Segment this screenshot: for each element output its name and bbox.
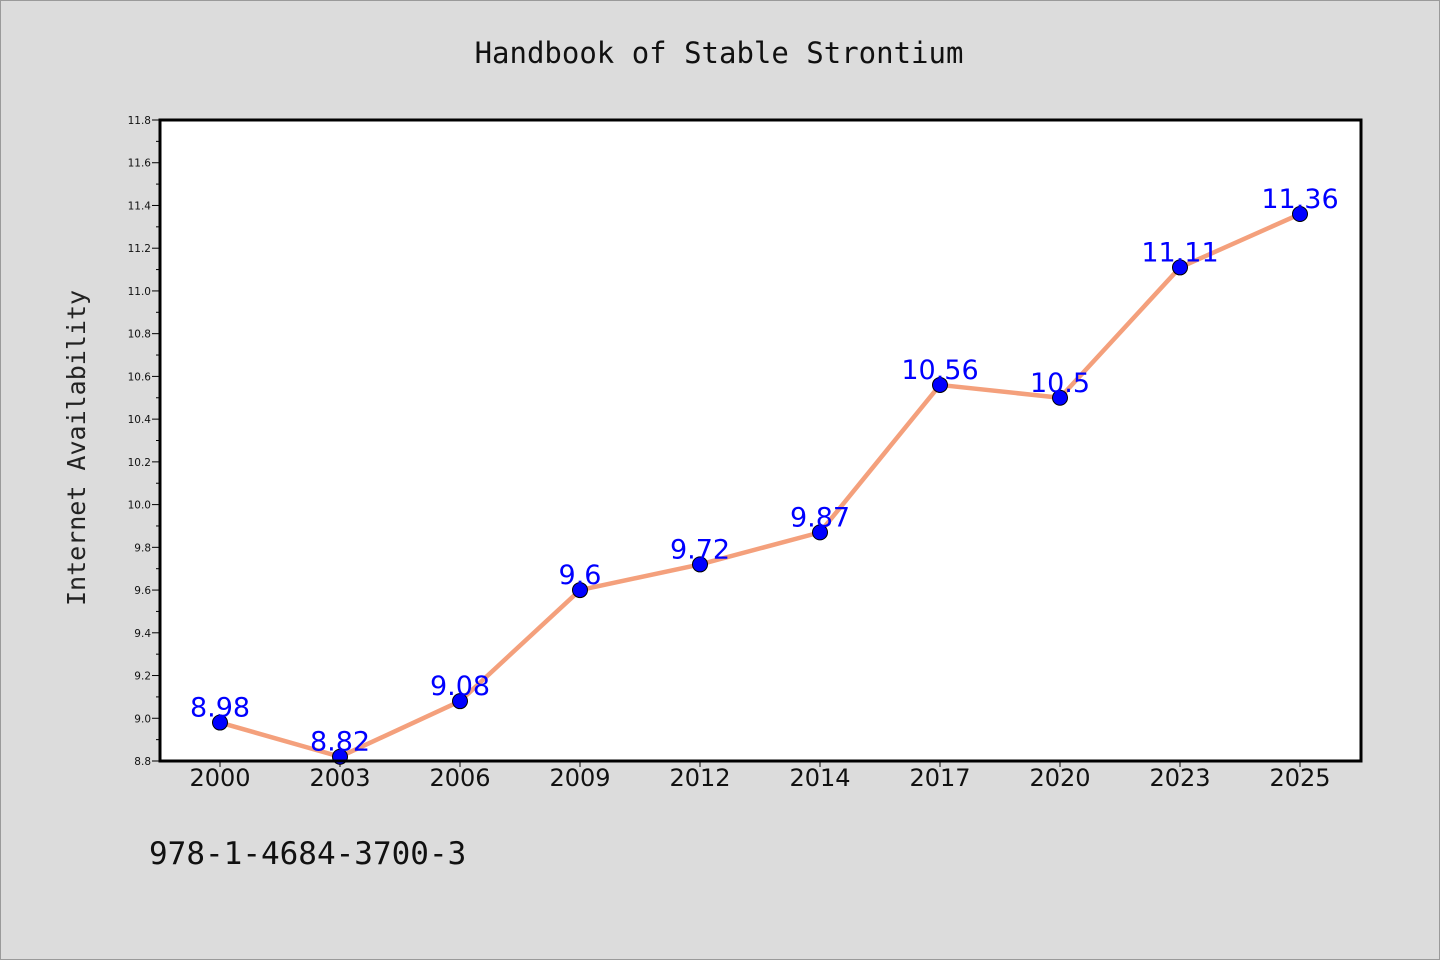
- y-tick-label: 10.6: [128, 371, 152, 383]
- x-tick-label: 2017: [909, 764, 970, 792]
- data-label: 9.08: [430, 671, 490, 702]
- x-axis-ticks: 2000 2003 2006 2009 2012 2014 2017 2020 2023 2025: [189, 761, 1331, 792]
- data-label: 11.36: [1261, 184, 1338, 215]
- x-tick-label: 2025: [1269, 764, 1330, 792]
- y-tick-label: 10.2: [128, 457, 151, 469]
- data-label: 9.72: [670, 534, 730, 565]
- data-point: [812, 524, 828, 541]
- data-label: 10.5: [1030, 368, 1090, 399]
- data-point: [452, 693, 468, 710]
- y-tick-label: 9.2: [134, 671, 151, 683]
- data-label: 8.98: [190, 693, 250, 724]
- y-tick-label: 10.8: [128, 329, 151, 341]
- plot-area: [160, 120, 1361, 761]
- data-point: [1172, 259, 1188, 276]
- y-tick-label: 11.4: [128, 200, 152, 212]
- data-point: [572, 582, 588, 599]
- x-tick-label: 2000: [189, 764, 250, 792]
- x-tick-label: 2006: [429, 764, 490, 792]
- data-point: [932, 376, 948, 393]
- y-tick-label: 10.0: [128, 500, 151, 512]
- x-tick-label: 2009: [549, 764, 610, 792]
- x-tick-label: 2020: [1029, 764, 1090, 792]
- y-tick-label: 9.6: [134, 585, 151, 597]
- y-tick-label: 9.4: [134, 628, 151, 640]
- y-tick-label: 11.0: [128, 286, 151, 298]
- y-tick-label: 9.0: [134, 713, 151, 725]
- data-label: 11.11: [1141, 237, 1218, 268]
- series-line: [217, 211, 1303, 759]
- y-tick-label: 11.6: [128, 158, 152, 170]
- y-tick-label: 11.8: [128, 115, 151, 127]
- data-point: [1052, 389, 1068, 406]
- data-point: [692, 556, 708, 573]
- x-tick-label: 2012: [669, 764, 730, 792]
- y-axis-ticks: 8.8 9.0 9.2 9.4 9.6 9.8 10.0 10.2 10.4 10.6 10.8 11…: [128, 115, 160, 768]
- data-label: 9.6: [559, 560, 602, 591]
- y-tick-label: 11.2: [128, 243, 151, 255]
- data-point: [212, 714, 228, 731]
- data-label: 9.87: [790, 502, 850, 533]
- data-label-layer: 8.98 8.82 9.08 9.6 9.72 9.87 10.56 10.5 11.11 11.…: [190, 184, 1339, 758]
- y-tick-label: 10.4: [128, 414, 152, 426]
- data-point: [1292, 206, 1308, 223]
- y-tick-label: 9.8: [134, 542, 151, 554]
- y-axis-label: Internet Availability: [62, 290, 91, 606]
- data-label: 8.82: [310, 727, 370, 758]
- x-tick-label: 2023: [1149, 764, 1210, 792]
- y-tick-label: 8.8: [134, 756, 151, 768]
- isbn-text: 978-1-4684-3700-3: [149, 836, 466, 872]
- chart-title: Handbook of Stable Strontium: [475, 36, 964, 70]
- x-tick-label: 2003: [309, 764, 370, 792]
- x-tick-label: 2014: [789, 764, 850, 792]
- data-label: 10.56: [901, 355, 978, 386]
- plot-border: [158, 118, 1363, 763]
